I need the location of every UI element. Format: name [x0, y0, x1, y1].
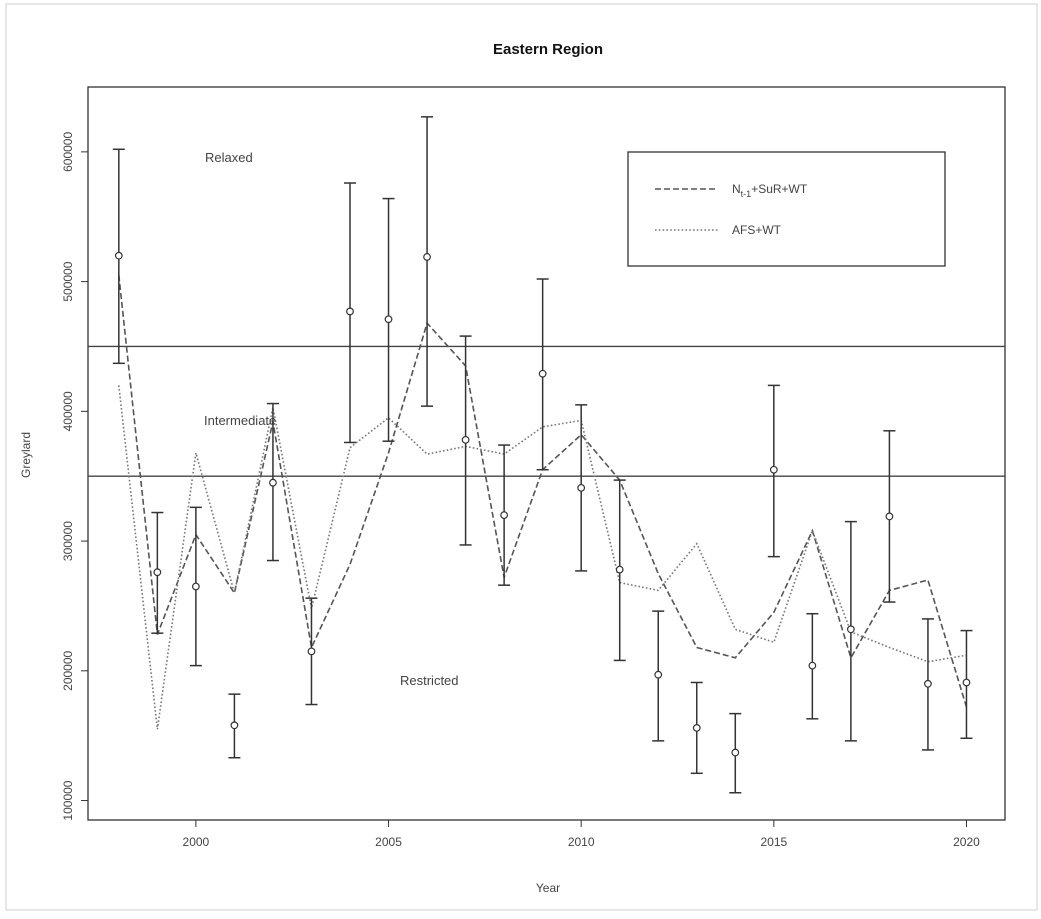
zone-label-restricted: Restricted [400, 673, 459, 688]
y-tick-label-500000: 500000 [61, 261, 75, 301]
observation-2012 [652, 610, 665, 742]
observation-2020 [960, 629, 973, 740]
observation-2001 [228, 693, 241, 759]
observation-2017 [844, 520, 857, 742]
observation-2009 [536, 278, 549, 471]
observation-2011 [613, 479, 626, 662]
observation-point-2002 [269, 478, 277, 487]
observation-point-2010 [577, 483, 586, 492]
observation-point-2007 [461, 435, 470, 444]
y-axis-label: Greylard [19, 432, 33, 478]
observation-2010 [575, 404, 588, 572]
observation-point-2018 [885, 512, 894, 521]
observation-2000 [189, 506, 202, 667]
observation-2004 [344, 182, 356, 444]
zone-label-intermediate: Intermediate [204, 413, 276, 428]
observation-point-2003 [307, 647, 316, 656]
x-tick-label-2000: 2000 [183, 835, 210, 849]
observation-point-1998 [114, 251, 123, 260]
plot-border [87, 86, 1006, 821]
chart-title: Eastern Region [493, 41, 603, 58]
observation-point-2019 [924, 679, 932, 688]
observation-point-2004 [346, 307, 354, 316]
observation-point-2013 [692, 723, 701, 732]
y-tick-label-400000: 400000 [61, 391, 75, 431]
observation-2019 [921, 618, 934, 751]
observation-point-2005 [384, 315, 393, 324]
x-tick-label-2010: 2010 [568, 835, 595, 849]
observation-point-2015 [769, 465, 778, 474]
x-axis-label: Year [536, 881, 560, 895]
observation-point-2014 [731, 748, 740, 757]
y-tick-label-200000: 200000 [61, 650, 75, 690]
observation-1999 [151, 511, 164, 634]
observation-point-2020 [962, 678, 971, 687]
legend-label-afs: AFS+WT [732, 223, 782, 237]
observation-2007 [459, 335, 472, 546]
observation-2008 [498, 444, 511, 586]
observation-2002 [266, 402, 279, 562]
legend-label-nt1-sub: t-1 [741, 189, 752, 199]
observation-2013 [690, 681, 703, 775]
legend-label-nt1-main: N [732, 182, 741, 196]
observation-2006 [421, 116, 434, 407]
observation-2014 [729, 712, 742, 794]
observation-2003 [305, 597, 318, 706]
figure-border [5, 3, 1038, 911]
legend-label-nt1-rest: +SuR+WT [751, 182, 808, 196]
observation-point-2011 [615, 565, 624, 574]
observation-2005 [382, 197, 395, 442]
observation-point-2012 [654, 670, 663, 679]
observation-1998 [112, 148, 125, 365]
y-tick-label-100000: 100000 [61, 780, 75, 820]
observation-point-2006 [423, 253, 431, 261]
observation-point-2008 [500, 511, 509, 520]
x-tick-label-2020: 2020 [953, 835, 980, 849]
observation-2016 [806, 612, 819, 720]
observation-point-2001 [230, 721, 239, 730]
observation-2015 [767, 384, 780, 558]
observation-point-2009 [538, 369, 547, 378]
legend-label-nt1: Nt-1+SuR+WT [732, 182, 808, 199]
zone-label-relaxed: Relaxed [205, 150, 253, 165]
series-line-1 [118, 385, 967, 730]
observation-point-2000 [191, 582, 200, 591]
y-tick-label-600000: 600000 [61, 132, 75, 172]
y-tick-label-300000: 300000 [61, 521, 75, 561]
observation-2018 [883, 430, 896, 603]
observation-point-2017 [846, 625, 855, 634]
observation-point-2016 [808, 661, 817, 670]
observation-point-1999 [153, 568, 162, 577]
legend-box [627, 151, 946, 267]
legend: Nt-1+SuR+WT AFS+WT [627, 151, 946, 267]
x-tick-label-2005: 2005 [375, 835, 402, 849]
x-tick-label-2015: 2015 [760, 835, 787, 849]
